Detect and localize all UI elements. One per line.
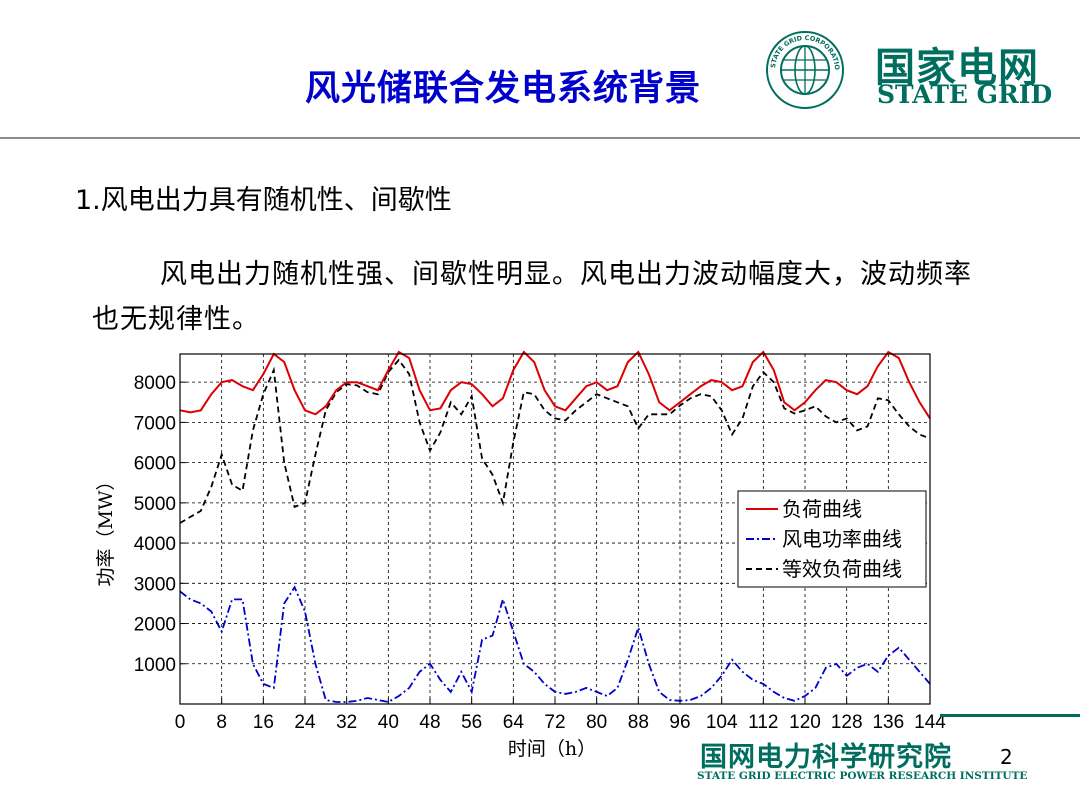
x-tick-label: 8 (216, 712, 227, 733)
chart-ticks: 0 8 16 24 32 40 48 56 64 72 80 88 96 104 112 120 128 136 1… (134, 373, 947, 733)
x-tick-label: 96 (669, 712, 690, 733)
y-tick-label: 7000 (134, 413, 176, 434)
y-tick-label: 8000 (134, 373, 176, 394)
x-tick-label: 120 (789, 712, 821, 733)
y-tick-label: 5000 (134, 494, 176, 515)
x-axis-label: 时间（h） (508, 738, 596, 760)
institute-name-cn: 国网电力科学研究院 (700, 742, 952, 773)
header-divider (0, 137, 1080, 139)
x-tick-label: 80 (586, 712, 607, 733)
x-tick-label: 0 (175, 712, 186, 733)
x-tick-label: 128 (831, 712, 863, 733)
x-tick-label: 88 (628, 712, 649, 733)
chart-series (179, 350, 931, 703)
institute-name-en: STATE GRID ELECTRIC POWER RESEARCH INSTI… (697, 770, 1028, 782)
x-tick-label: 16 (253, 712, 274, 733)
x-tick-label: 104 (706, 712, 738, 733)
section-heading: 1.风电出力具有随机性、间歇性 (75, 185, 452, 216)
x-tick-label: 24 (294, 712, 316, 733)
legend-label-0: 负荷曲线 (782, 497, 862, 521)
x-tick-label: 32 (336, 712, 357, 733)
slide-title: 风光储联合发电系统背景 (305, 69, 702, 109)
legend-label-2: 等效负荷曲线 (782, 557, 902, 581)
body-paragraph: 风电出力随机性强、间歇性明显。风电出力波动幅度大，波动频率也无规律性。 (92, 252, 972, 342)
y-tick-label: 6000 (134, 454, 176, 475)
x-tick-label: 72 (544, 712, 565, 733)
y-tick-label: 3000 (134, 574, 176, 595)
x-tick-label: 40 (378, 712, 399, 733)
series-line-1 (179, 585, 931, 703)
x-tick-label: 48 (419, 712, 440, 733)
logo-name-en: STATE GRID (877, 80, 1053, 109)
logo-name-cn: 国家电网 (875, 45, 1039, 91)
y-axis-label: 功率（MW） (95, 472, 117, 587)
body-paragraph-text: 风电出力随机性强、间歇性明显。风电出力波动幅度大，波动频率也无规律性。 (92, 259, 972, 335)
power-chart: 0 8 16 24 32 40 48 56 64 72 80 88 96 104 112 120 128 136 1… (95, 350, 947, 760)
state-grid-seal-icon: STATE GRID CORPORATION OF CHINA (765, 30, 844, 109)
series-line-0 (179, 350, 931, 419)
page-number: 2 (1000, 745, 1013, 769)
y-tick-label: 2000 (134, 615, 176, 636)
y-tick-label: 1000 (134, 655, 176, 676)
legend-label-1: 风电功率曲线 (782, 527, 902, 551)
x-tick-label: 136 (872, 712, 904, 733)
x-tick-label: 64 (503, 712, 525, 733)
y-tick-label: 4000 (134, 534, 176, 555)
seal-text: STATE GRID CORPORATION OF CHINA (765, 30, 841, 71)
x-tick-label: 112 (748, 712, 778, 733)
x-tick-label: 56 (461, 712, 482, 733)
series-line-2 (179, 358, 931, 524)
x-tick-label: 144 (914, 712, 946, 733)
footer-accent-line (940, 714, 1080, 717)
